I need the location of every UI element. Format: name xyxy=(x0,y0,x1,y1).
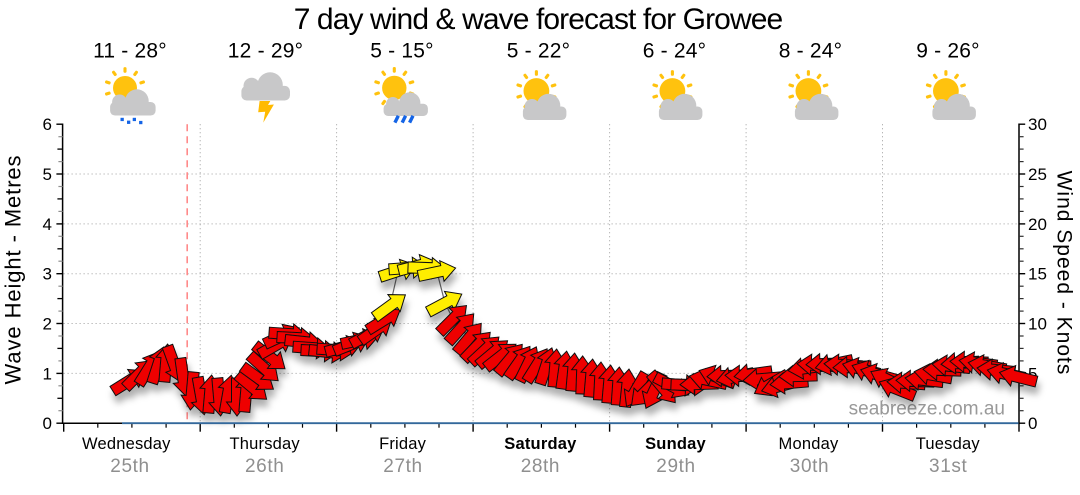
svg-text:5: 5 xyxy=(1028,364,1037,383)
svg-text:30th: 30th xyxy=(790,456,829,477)
svg-text:11 - 28°: 11 - 28° xyxy=(93,40,167,63)
svg-text:Sunday: Sunday xyxy=(645,435,706,453)
svg-text:26th: 26th xyxy=(245,456,284,477)
svg-text:Wave Height - Metres: Wave Height - Metres xyxy=(1,155,26,385)
svg-text:27th: 27th xyxy=(383,456,422,477)
svg-text:8 - 24°: 8 - 24° xyxy=(779,40,843,63)
svg-text:15: 15 xyxy=(1028,265,1047,284)
svg-text:seabreeze.com.au: seabreeze.com.au xyxy=(849,399,1005,420)
svg-text:31st: 31st xyxy=(929,456,967,477)
svg-text:Thursday: Thursday xyxy=(230,435,301,453)
svg-text:Tuesday: Tuesday xyxy=(916,435,981,453)
svg-text:3: 3 xyxy=(43,265,52,284)
svg-text:9 - 26°: 9 - 26° xyxy=(916,40,980,63)
svg-text:25th: 25th xyxy=(110,456,149,477)
svg-text:5 - 15°: 5 - 15° xyxy=(370,40,434,63)
svg-text:25: 25 xyxy=(1028,165,1047,184)
svg-text:12 - 29°: 12 - 29° xyxy=(228,40,303,63)
svg-text:6 - 24°: 6 - 24° xyxy=(643,40,707,63)
svg-text:29th: 29th xyxy=(656,456,695,477)
svg-text:0: 0 xyxy=(43,414,52,433)
svg-text:10: 10 xyxy=(1028,315,1047,334)
svg-text:20: 20 xyxy=(1028,215,1047,234)
svg-text:Wind Speed - Knots: Wind Speed - Knots xyxy=(1053,171,1076,376)
svg-text:5 - 22°: 5 - 22° xyxy=(507,40,571,63)
svg-text:2: 2 xyxy=(43,315,52,334)
svg-text:6: 6 xyxy=(43,115,52,134)
svg-text:5: 5 xyxy=(43,165,52,184)
svg-text:Saturday: Saturday xyxy=(504,435,577,453)
svg-text:28th: 28th xyxy=(521,456,560,477)
svg-text:7 day wind & wave forecast for: 7 day wind & wave forecast for Growee xyxy=(294,3,783,36)
svg-text:0: 0 xyxy=(1028,414,1037,433)
svg-text:4: 4 xyxy=(43,215,52,234)
svg-text:Wednesday: Wednesday xyxy=(82,435,171,453)
svg-text:Friday: Friday xyxy=(379,435,427,453)
svg-text:30: 30 xyxy=(1028,115,1047,134)
svg-text:1: 1 xyxy=(43,364,52,383)
svg-text:Monday: Monday xyxy=(779,435,839,453)
